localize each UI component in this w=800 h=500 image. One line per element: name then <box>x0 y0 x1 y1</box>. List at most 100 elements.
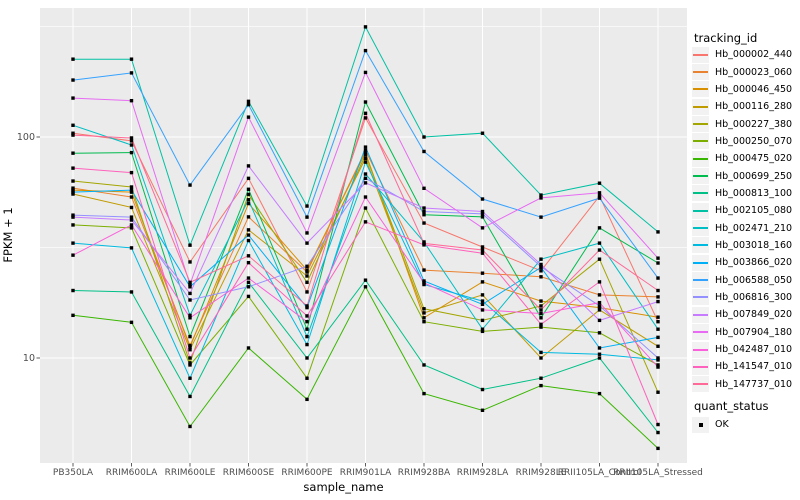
legend-line-icon <box>693 88 708 91</box>
legend-line-icon <box>693 244 708 247</box>
legend-swatch <box>692 416 709 433</box>
data-point-marker <box>246 215 251 219</box>
x-tick-label: RRIM928BA <box>398 468 451 478</box>
data-point-marker <box>129 185 134 189</box>
legend-item-label: Hb_006816_300 <box>715 291 793 303</box>
data-point-marker <box>422 268 426 272</box>
data-point-marker <box>129 290 134 294</box>
data-point-marker <box>246 192 251 197</box>
data-point-marker <box>597 280 602 284</box>
data-point-marker <box>422 307 426 311</box>
data-point-marker <box>246 254 251 258</box>
data-point-marker <box>305 215 309 219</box>
legend-swatch <box>692 220 709 237</box>
data-point-marker <box>597 181 602 185</box>
data-point-marker <box>539 257 543 261</box>
legend-line-icon <box>693 365 708 368</box>
data-point-marker <box>129 215 134 219</box>
data-point-marker <box>71 123 75 127</box>
legend-swatch <box>692 133 709 150</box>
data-point-marker <box>246 198 251 202</box>
legend-item-label: Hb_000227_380 <box>715 118 793 130</box>
legend-item: Hb_000813_100 <box>692 185 792 202</box>
data-point-marker <box>129 190 134 194</box>
data-point-marker <box>363 156 368 161</box>
data-point-marker <box>422 316 426 320</box>
data-point-marker <box>480 245 485 249</box>
y-axis-title: FPKM + 1 <box>1 207 15 263</box>
x-tick-label: RRIM928LA <box>457 468 509 478</box>
data-point-marker <box>305 304 309 308</box>
data-point-marker <box>656 390 660 394</box>
data-point-marker <box>129 218 134 222</box>
data-point-marker <box>656 327 660 331</box>
data-point-marker <box>188 291 192 296</box>
legend-line-icon <box>693 296 708 299</box>
data-point-marker <box>71 223 75 227</box>
data-point-marker <box>246 233 251 237</box>
data-point-marker <box>305 268 309 272</box>
data-point-marker <box>656 288 660 293</box>
legend-item-label: Hb_007904_180 <box>715 326 793 338</box>
data-point-marker <box>246 115 251 119</box>
data-point-marker <box>188 334 192 339</box>
data-point-marker <box>246 99 251 104</box>
data-point-marker <box>597 391 602 396</box>
data-point-marker <box>188 285 192 289</box>
data-point-marker <box>246 164 251 168</box>
data-point-marker <box>539 264 543 269</box>
data-point-marker <box>246 260 251 265</box>
x-tick-label: RRIM600LE <box>165 468 216 478</box>
data-point-marker <box>188 298 192 302</box>
data-point-marker <box>597 346 602 350</box>
data-point-marker <box>129 57 134 61</box>
data-point-marker <box>129 320 134 325</box>
legend-item-label: Hb_000116_280 <box>715 101 793 113</box>
data-point-marker <box>422 311 426 315</box>
data-point-marker <box>188 260 192 264</box>
data-point-marker <box>539 196 543 200</box>
data-point-marker <box>129 226 134 230</box>
data-point-marker <box>246 201 251 206</box>
data-point-marker <box>71 313 75 318</box>
legend-item-label: Hb_000699_250 <box>715 170 793 182</box>
data-point-marker <box>363 220 368 224</box>
data-point-marker <box>539 311 543 316</box>
legend-item-quant: OK <box>692 416 729 433</box>
data-point-marker <box>656 299 660 304</box>
legend-line-icon <box>693 53 708 56</box>
data-point-marker <box>305 334 309 339</box>
data-point-marker <box>129 150 134 155</box>
data-point-marker <box>129 188 134 192</box>
data-point-marker <box>305 280 309 285</box>
y-tick-label: 10 <box>23 353 35 364</box>
data-point-marker <box>480 308 485 312</box>
data-point-marker <box>305 274 309 278</box>
legend-line-icon <box>693 279 708 282</box>
data-point-marker <box>305 264 309 268</box>
data-point-marker <box>480 387 485 392</box>
x-tick-label: RRIM928LE <box>516 468 567 478</box>
data-point-marker <box>188 316 192 320</box>
legend-swatch <box>692 272 709 289</box>
legend-line-icon <box>693 227 708 230</box>
data-point-marker <box>305 342 309 347</box>
data-point-marker <box>246 276 251 280</box>
data-point-marker <box>363 206 368 210</box>
data-point-marker <box>363 195 368 199</box>
data-point-marker <box>188 376 192 380</box>
data-point-marker <box>422 279 426 283</box>
legend-swatch <box>692 324 709 341</box>
data-point-marker <box>597 356 602 360</box>
data-point-marker <box>246 187 251 191</box>
data-point-marker <box>656 319 660 324</box>
legend-tracking-items: Hb_000002_440 Hb_000023_060 Hb_000046_450 H… <box>692 46 792 393</box>
data-point-marker <box>539 304 543 308</box>
data-point-marker <box>656 365 660 369</box>
data-point-marker <box>188 345 192 349</box>
data-point-marker <box>656 335 660 340</box>
data-point-marker <box>305 290 309 294</box>
data-point-marker <box>597 308 602 312</box>
data-point-marker <box>480 318 485 323</box>
